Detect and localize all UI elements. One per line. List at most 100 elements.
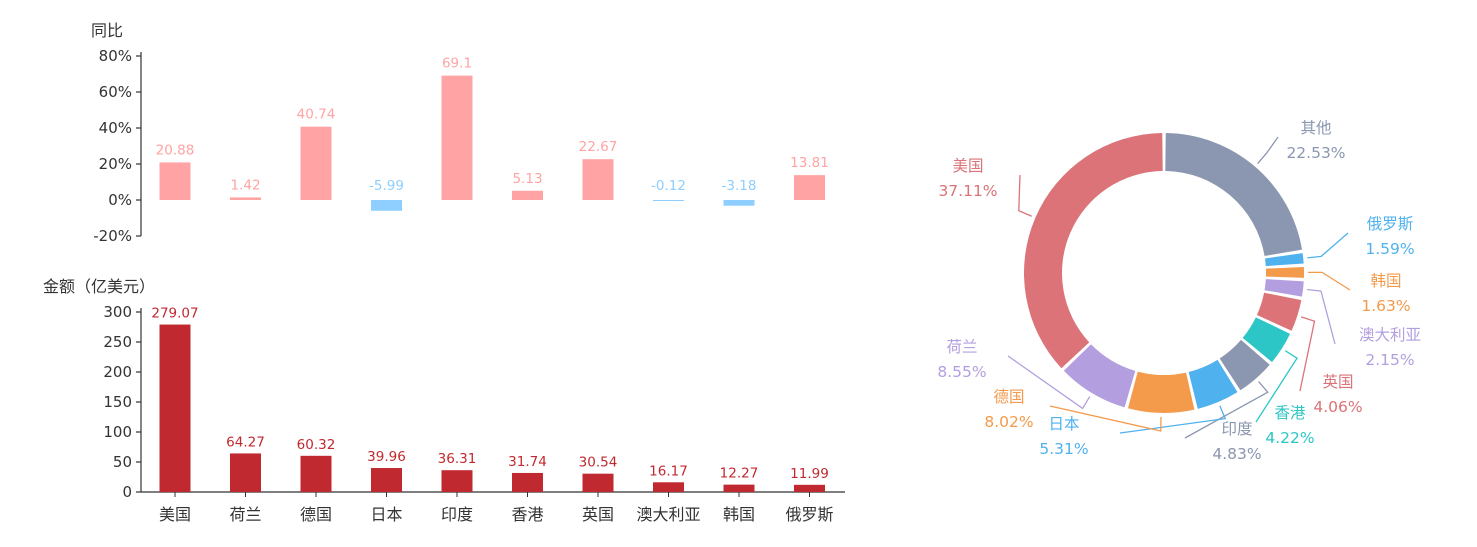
donut-slice-label: 德国 [993, 388, 1024, 406]
donut-slice-percent: 4.22% [1265, 429, 1314, 447]
amount-y-tick-label: 100 [103, 423, 132, 441]
donut-slice-label: 荷兰 [946, 338, 977, 356]
amount-bar [512, 472, 543, 492]
yoy-y-tick-label: 60% [99, 83, 132, 101]
yoy-value-label: 40.74 [297, 107, 336, 123]
amount-bar [371, 468, 402, 492]
yoy-bar [371, 200, 402, 211]
amount-value-label: 31.74 [508, 454, 547, 470]
yoy-value-label: 69.1 [442, 56, 472, 72]
amount-category-label: 日本 [370, 505, 402, 524]
amount-category-label: 俄罗斯 [785, 505, 833, 524]
donut-slice-percent: 8.55% [937, 363, 986, 381]
yoy-value-label: -0.12 [651, 178, 686, 194]
donut-slice-label: 俄罗斯 [1367, 215, 1414, 233]
donut-slice [1265, 267, 1304, 278]
yoy-bar [653, 200, 684, 201]
yoy-value-label: 22.67 [579, 139, 618, 155]
donut-slice [1264, 279, 1304, 297]
donut-slice-label: 香港 [1274, 404, 1306, 422]
yoy-chart: 同比 -20% 0% 20% 40% 60% 80% 20.88 1.42 40.74 -5.99 6… [91, 21, 829, 245]
donut-slice-label: 澳大利亚 [1359, 326, 1421, 344]
donut-slice-percent: 8.02% [984, 413, 1033, 431]
donut-leader-line [1307, 271, 1351, 291]
amount-axis-title: 金额（亿美元） [43, 277, 155, 296]
amount-bar [159, 324, 191, 492]
donut-slice [1256, 292, 1302, 331]
donut-slice-label: 美国 [952, 157, 983, 175]
amount-value-label: 60.32 [297, 437, 336, 453]
amount-y-tick-label: 200 [103, 363, 132, 381]
donut-leader-line [1018, 174, 1032, 217]
amount-y-tick-label: 0 [122, 483, 132, 501]
donut-slice-percent: 2.15% [1365, 351, 1414, 369]
donut-slice-percent: 1.63% [1361, 297, 1410, 315]
amount-value-label: 64.27 [226, 434, 265, 450]
donut-slice-label: 印度 [1221, 420, 1252, 438]
donut-leader-line [1049, 405, 1162, 432]
yoy-value-label: 1.42 [230, 177, 260, 193]
amount-chart: 金额（亿美元） 0 50 100 150 200 250 300 279.07 美国 64.27 荷兰… [43, 277, 845, 524]
donut-slice-label: 英国 [1322, 373, 1353, 391]
yoy-bar [512, 190, 543, 200]
amount-bar [582, 473, 614, 492]
amount-value-label: 12.27 [720, 466, 759, 482]
yoy-bar [794, 175, 825, 200]
amount-y-tick-label: 50 [113, 453, 132, 471]
donut-slice-percent: 5.31% [1039, 440, 1088, 458]
amount-value-label: 36.31 [438, 451, 477, 467]
amount-bar [300, 455, 332, 492]
donut-slice-percent: 37.11% [938, 182, 997, 200]
donut-leader-line [1255, 350, 1298, 423]
amount-category-label: 韩国 [723, 505, 755, 524]
amount-category-label: 印度 [441, 505, 473, 524]
yoy-value-label: 5.13 [512, 171, 542, 187]
donut-slice-percent: 4.06% [1313, 398, 1362, 416]
donut-slice-label: 日本 [1048, 415, 1079, 433]
yoy-bar [159, 162, 191, 200]
yoy-axis-title: 同比 [91, 21, 123, 40]
amount-category-label: 香港 [511, 505, 543, 524]
yoy-y-tick-label: 0% [108, 191, 132, 209]
amount-value-label: 30.54 [579, 455, 618, 471]
amount-value-label: 11.99 [790, 466, 829, 482]
donut-slice-percent: 22.53% [1286, 144, 1345, 162]
yoy-value-label: 20.88 [156, 142, 195, 158]
donut-slice-label: 其他 [1300, 119, 1331, 137]
amount-category-label: 荷兰 [229, 505, 261, 524]
yoy-value-label: 13.81 [790, 155, 829, 171]
amount-bar [723, 484, 755, 492]
amount-bar [230, 453, 261, 492]
donut-slice [1063, 344, 1136, 408]
amount-category-label: 德国 [300, 505, 332, 524]
yoy-bar [582, 159, 614, 200]
donut-leader-line [1119, 405, 1227, 434]
donut-slice [1127, 371, 1195, 413]
donut-slice [1188, 359, 1238, 409]
amount-value-label: 279.07 [151, 306, 198, 322]
yoy-value-label: -5.99 [369, 178, 404, 194]
donut-slice [1242, 317, 1291, 363]
amount-value-label: 16.17 [649, 463, 688, 479]
yoy-y-tick-label: 20% [99, 155, 132, 173]
donut-slice-label: 韩国 [1370, 272, 1401, 290]
donut-slice [1023, 133, 1163, 369]
donut-leader-line [1299, 316, 1316, 392]
donut-leader-line [1307, 232, 1349, 259]
amount-category-label: 澳大利亚 [636, 505, 700, 524]
donut-leader-line [1007, 355, 1091, 410]
donut-slice-percent: 1.59% [1365, 240, 1414, 258]
yoy-y-tick-label: -20% [93, 227, 132, 245]
yoy-bar [230, 197, 261, 200]
donut-slice-percent: 4.83% [1212, 445, 1261, 463]
donut-leader-line [1184, 381, 1269, 439]
donut-slice [1219, 339, 1270, 391]
amount-bar [653, 482, 684, 492]
amount-category-label: 美国 [159, 505, 191, 524]
amount-bar [441, 470, 473, 492]
amount-value-label: 39.96 [367, 449, 406, 465]
yoy-value-label: -3.18 [722, 178, 757, 194]
yoy-bar [441, 75, 473, 200]
